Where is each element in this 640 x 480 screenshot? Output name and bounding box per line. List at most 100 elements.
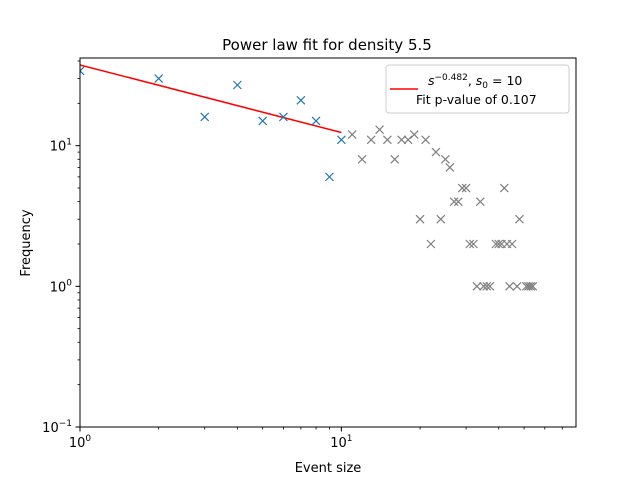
- legend-s0-value: = 10: [488, 73, 522, 88]
- data-point-stroke: [232, 80, 242, 90]
- data-point: [461, 183, 471, 193]
- data-point-stroke: [499, 183, 509, 193]
- data-point-stroke: [347, 130, 357, 139]
- fit-line: [80, 64, 342, 134]
- data-point-stroke: [278, 112, 288, 122]
- legend-pvalue-label: Fit p-value of 0.107: [416, 92, 537, 107]
- data-point: [154, 74, 164, 83]
- legend-s0-base: s: [476, 73, 483, 88]
- data-point-stroke: [431, 147, 441, 157]
- data-point: [415, 214, 425, 224]
- data-point-stroke: [494, 239, 504, 249]
- data-point: [311, 116, 321, 126]
- data-point: [390, 154, 400, 164]
- data-point-stroke: [382, 135, 392, 145]
- y-tick-label: 100: [50, 278, 73, 295]
- data-point-stroke: [421, 135, 431, 145]
- data-point: [409, 130, 419, 139]
- data-point-stroke: [440, 154, 450, 164]
- data-point-stroke: [505, 281, 514, 291]
- data-point: [436, 214, 446, 224]
- data-point-stroke: [445, 163, 455, 172]
- data-point: [494, 239, 504, 249]
- data-point: [468, 239, 478, 249]
- data-point-stroke: [426, 239, 436, 249]
- data-point-stroke: [528, 281, 538, 291]
- legend: s−0.482, s0 = 10 Fit p-value of 0.107: [385, 64, 570, 114]
- legend-box: [385, 64, 570, 114]
- data-point-stroke: [311, 116, 321, 126]
- data-point: [347, 130, 357, 139]
- data-point: [382, 135, 392, 145]
- x-tick-label: 100: [69, 434, 92, 451]
- data-point-stroke: [154, 74, 164, 83]
- x-axis: 100 101: [69, 427, 563, 451]
- data-point: [258, 116, 268, 126]
- data-point: [440, 154, 450, 164]
- x-axis-label: Event size: [295, 461, 362, 476]
- data-point: [475, 197, 485, 207]
- data-point: [512, 281, 522, 291]
- data-point-stroke: [479, 281, 489, 291]
- data-point: [296, 95, 306, 105]
- y-tick-label: 10−1: [42, 419, 72, 436]
- data-point: [431, 147, 441, 157]
- y-axis-label: Frequency: [19, 209, 34, 276]
- data-point: [479, 281, 489, 291]
- data-point: [515, 214, 524, 224]
- data-point-stroke: [512, 281, 522, 291]
- data-point-stroke: [521, 281, 531, 291]
- plot-area: [80, 64, 538, 291]
- data-point: [200, 112, 210, 122]
- data-point-stroke: [397, 135, 407, 145]
- data-point-stroke: [465, 239, 475, 249]
- data-point: [465, 239, 475, 249]
- data-point-stroke: [409, 130, 419, 139]
- data-point-stroke: [366, 135, 376, 145]
- data-point: [482, 281, 492, 291]
- data-point-stroke: [524, 281, 533, 291]
- data-point: [499, 183, 509, 193]
- data-point-stroke: [258, 116, 268, 126]
- legend-fit-s: s: [428, 73, 435, 88]
- legend-fit-exponent: −0.482: [435, 73, 468, 83]
- data-point: [526, 281, 536, 291]
- data-point: [397, 135, 407, 145]
- data-point-stroke: [526, 281, 536, 291]
- data-point-stroke: [482, 281, 492, 291]
- data-point-stroke: [80, 66, 85, 72]
- data-point: [449, 197, 459, 207]
- data-point: [421, 135, 431, 145]
- data-point-stroke: [468, 239, 478, 249]
- data-point-stroke: [436, 214, 446, 224]
- legend-fit-sep: ,: [468, 73, 476, 88]
- data-point-stroke: [390, 154, 400, 164]
- data-point-stroke: [515, 214, 524, 224]
- data-point: [336, 135, 346, 145]
- data-point-stroke: [475, 197, 485, 207]
- data-point: [524, 281, 533, 291]
- data-point: [357, 154, 367, 164]
- data-point-stroke: [415, 214, 425, 224]
- data-point-stroke: [449, 197, 459, 207]
- legend-s0-sub: 0: [482, 81, 488, 91]
- data-point-stroke: [336, 135, 346, 145]
- data-point: [324, 172, 334, 182]
- data-point: [521, 281, 531, 291]
- y-axis: 10−1 100 101: [42, 60, 80, 436]
- data-point: [366, 135, 376, 145]
- data-point: [375, 125, 384, 135]
- data-point: [426, 239, 436, 249]
- data-point: [278, 112, 288, 122]
- data-point-stroke: [485, 281, 495, 291]
- data-point: [457, 183, 467, 193]
- data-point-stroke: [461, 183, 471, 193]
- data-point-stroke: [453, 197, 463, 207]
- data-point-stroke: [200, 112, 210, 122]
- data-point: [80, 66, 85, 76]
- data-point-stroke: [80, 70, 85, 76]
- legend-fit-label: s−0.482, s0 = 10: [428, 73, 522, 91]
- data-point: [232, 80, 242, 90]
